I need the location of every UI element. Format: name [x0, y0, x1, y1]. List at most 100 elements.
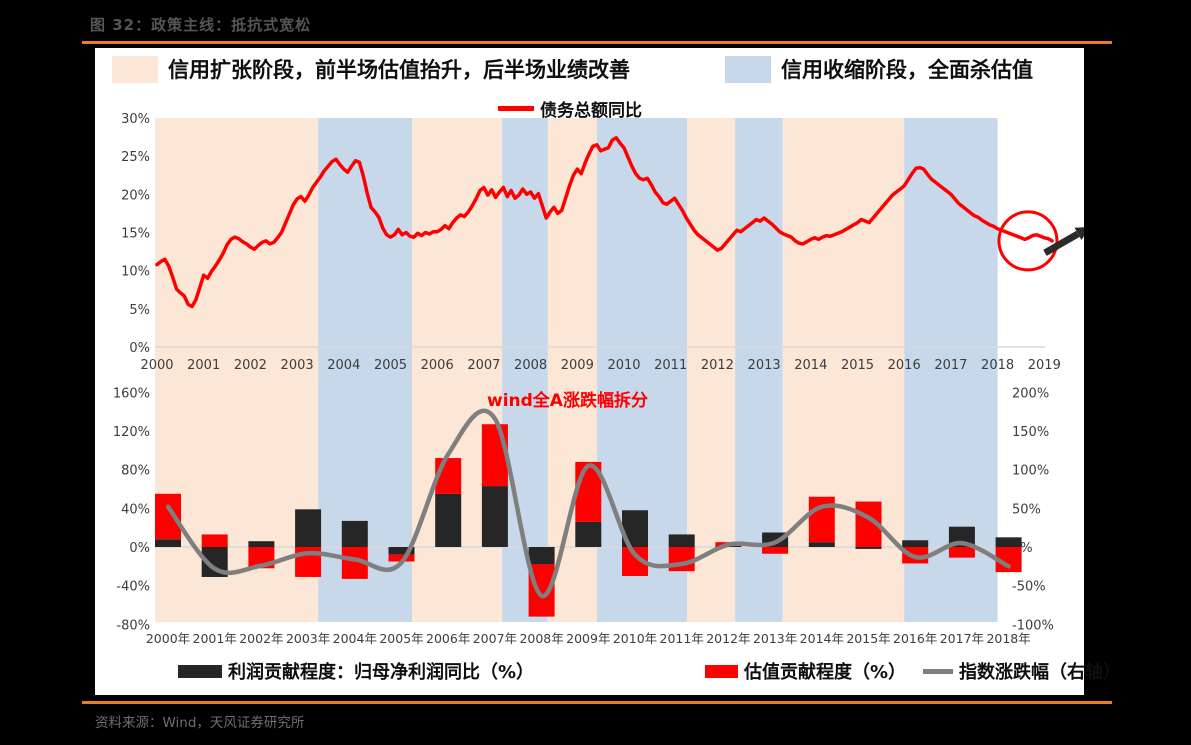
profit-bar: [855, 547, 882, 549]
top-x-tick: 2001: [187, 358, 220, 373]
phase-band-expansion: [782, 118, 905, 622]
top-x-tick: 2005: [374, 358, 407, 373]
top-x-tick: 2013: [748, 358, 781, 373]
profit-bar: [155, 539, 181, 547]
bottom-left-tick: 80%: [121, 464, 150, 479]
bottom-x-tick: 2017年: [940, 631, 984, 646]
bottom-chart-title: wind全A涨跌幅拆分: [487, 391, 648, 411]
index-line-label: 指数涨跌幅（右轴）: [959, 662, 1121, 683]
bottom-x-tick: 2013年: [753, 631, 797, 646]
bottom-x-tick: 2010年: [613, 631, 657, 646]
valuation-bar: [948, 547, 975, 558]
top-x-tick: 2016: [888, 358, 921, 373]
top-x-tick: 2009: [561, 358, 594, 373]
profit-bar: [668, 534, 695, 547]
bottom-right-tick: -100%: [1012, 618, 1054, 633]
profit-bar: [435, 493, 462, 547]
bottom-left-tick: -40%: [116, 580, 150, 595]
top-x-tick: 2000: [140, 358, 173, 373]
trend-arrow: [1043, 230, 1080, 256]
bottom-x-tick: 2009年: [566, 631, 610, 646]
top-y-tick: 25%: [121, 150, 150, 165]
top-x-tick: 2004: [327, 358, 360, 373]
bottom-left-tick: 160%: [113, 386, 150, 401]
bottom-left-tick: 40%: [121, 502, 150, 517]
legend-index-line: 指数涨跌幅（右轴）: [923, 658, 1121, 684]
top-x-tick: 2008: [514, 358, 547, 373]
legend-debt-line: 债务总额同比: [498, 96, 642, 121]
profit-bar: [388, 547, 415, 555]
profit-bar: [341, 520, 368, 547]
bottom-left-tick: 0%: [129, 541, 150, 556]
valuation-bar: [481, 424, 508, 487]
top-x-tick: 2010: [607, 358, 640, 373]
phase-band-expansion: [687, 118, 736, 622]
profit-bar: [902, 540, 929, 547]
trend-arrow-head: [1074, 227, 1084, 240]
top-y-tick: 5%: [129, 303, 150, 318]
top-y-tick: 10%: [121, 265, 150, 280]
profit-bar: [575, 521, 602, 547]
profit-bar: [248, 541, 275, 547]
bottom-right-tick: 50%: [1012, 502, 1041, 517]
source-note: 资料来源：Wind，天风证券研究所: [95, 715, 305, 731]
bottom-x-tick: 2004年: [333, 631, 377, 646]
bottom-x-tick: 2001年: [193, 631, 237, 646]
bottom-x-tick: 2003年: [286, 631, 330, 646]
top-x-tick: 2017: [934, 358, 967, 373]
top-y-tick: 0%: [129, 341, 150, 356]
bottom-x-tick: 2016年: [893, 631, 937, 646]
bottom-x-tick: 2014年: [800, 631, 844, 646]
bottom-x-tick: 2006年: [426, 631, 470, 646]
contraction-label: 信用收缩阶段，全面杀估值: [781, 58, 1033, 82]
top-x-tick: 2012: [701, 358, 734, 373]
legend-credit-contraction: 信用收缩阶段，全面杀估值: [725, 54, 1033, 84]
bottom-divider: [82, 701, 1112, 704]
top-x-tick: 2015: [841, 358, 874, 373]
bottom-x-tick: 2000年: [146, 631, 190, 646]
top-x-tick: 2003: [281, 358, 314, 373]
bottom-left-tick: 120%: [113, 425, 150, 440]
highlight-circle: [997, 210, 1059, 272]
top-x-tick: 2011: [654, 358, 687, 373]
index-line-swatch: [923, 668, 953, 674]
top-x-tick: 2002: [234, 358, 267, 373]
expansion-label: 信用扩张阶段，前半场估值抬升，后半场业绩改善: [168, 58, 630, 82]
chart-panel: 信用扩张阶段，前半场估值抬升，后半场业绩改善 信用收缩阶段，全面杀估值 债务总额…: [95, 48, 1121, 695]
debt-total-yoy-line: [155, 136, 1054, 309]
contraction-swatch: [725, 55, 771, 83]
valuation-bar: [201, 534, 228, 547]
bottom-x-tick: 2012年: [706, 631, 750, 646]
bottom-x-tick: 2005年: [379, 631, 423, 646]
bottom-right-tick: 200%: [1012, 386, 1049, 401]
top-x-tick: 2006: [421, 358, 454, 373]
debt-line-label: 债务总额同比: [540, 101, 642, 121]
profit-bar: [481, 486, 508, 547]
figure-title: 图 32：政策主线：抵抗式宽松: [90, 16, 312, 34]
valuation-bar: [388, 554, 415, 562]
bottom-left-tick: -80%: [116, 618, 150, 633]
top-x-tick: 2019: [1028, 358, 1061, 373]
bottom-right-tick: 150%: [1012, 425, 1049, 440]
bottom-right-tick: 100%: [1012, 464, 1049, 479]
top-y-tick: 15%: [121, 227, 150, 242]
valuation-bar: [668, 547, 695, 572]
bottom-x-tick: 2015年: [846, 631, 890, 646]
legend-credit-expansion: 信用扩张阶段，前半场估值抬升，后半场业绩改善: [112, 54, 630, 84]
legend-valuation-bar: 估值贡献程度（%）: [705, 658, 906, 684]
top-x-tick: 2014: [794, 358, 827, 373]
top-divider: [82, 41, 1112, 44]
valuation-bar: [762, 547, 789, 554]
bottom-x-tick: 2011年: [660, 631, 704, 646]
profit-bar: [528, 547, 555, 565]
top-x-tick: 2007: [467, 358, 500, 373]
profit-bar: [995, 537, 1022, 547]
index-change-line: [165, 408, 1011, 598]
valuation-bar-swatch: [705, 664, 738, 678]
bottom-right-tick: -50%: [1012, 580, 1046, 595]
profit-bar: [808, 542, 835, 547]
phase-band-expansion: [155, 118, 319, 622]
bottom-x-tick: 2002年: [239, 631, 283, 646]
red-line-swatch: [498, 106, 534, 111]
charts-canvas: 0% 5% 10% 15% 20% 25% 30% 2000 2001 2002 2003 2004 2…: [113, 112, 1084, 646]
